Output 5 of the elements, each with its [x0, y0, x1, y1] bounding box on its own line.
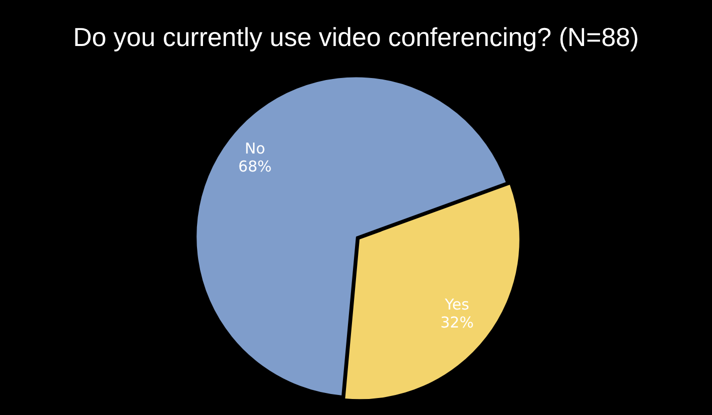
- chart-title: Do you currently use video conferencing? (N=88): [73, 22, 639, 52]
- slice-label: No: [244, 140, 266, 158]
- slice-label: Yes: [444, 295, 470, 314]
- data-label: 68%: [238, 158, 272, 176]
- data-label: 32%: [440, 313, 474, 332]
